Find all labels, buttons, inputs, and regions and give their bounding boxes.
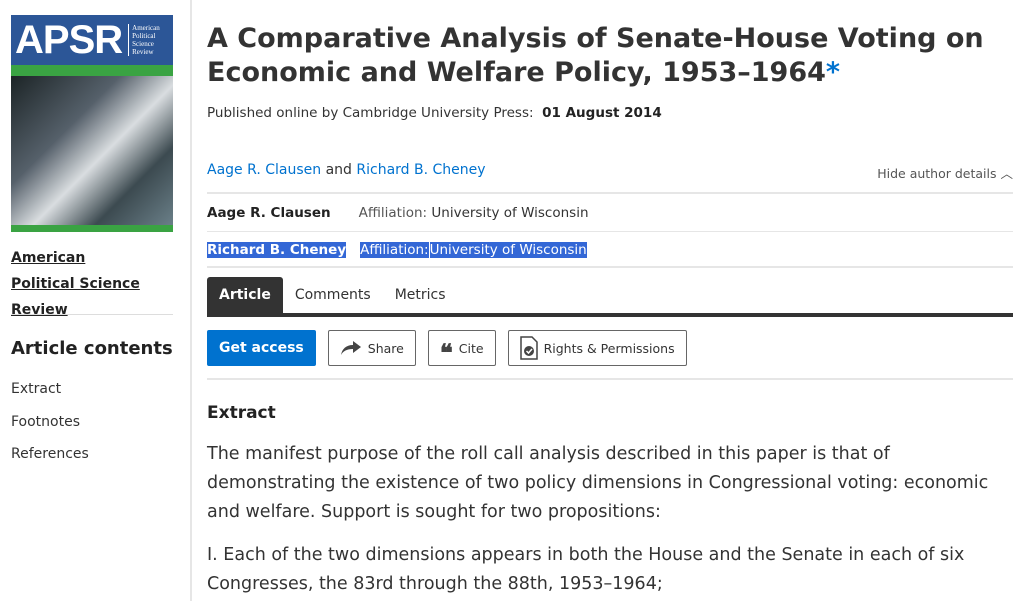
divider — [207, 231, 1013, 232]
title-footnote-link[interactable]: * — [825, 57, 841, 88]
author-detail-row: Richard B. Cheney Affiliation:University … — [207, 239, 587, 261]
author-detail-row: Aage R. Clausen Affiliation: University o… — [207, 202, 589, 224]
get-access-button[interactable]: Get access — [207, 330, 316, 366]
affiliation-value: University of Wisconsin — [429, 242, 587, 258]
article-tabs: Article Comments Metrics — [207, 277, 1013, 317]
cover-logo: APSR — [15, 17, 123, 62]
article-contents-heading: Article contents — [11, 338, 173, 359]
tab-article[interactable]: Article — [207, 277, 283, 313]
title-text: A Comparative Analysis of Senate-House V… — [207, 23, 984, 88]
author-link[interactable]: Aage R. Clausen — [207, 162, 322, 178]
affiliation-value: University of Wisconsin — [431, 205, 589, 221]
quote-icon: ❝ — [439, 338, 453, 367]
chevron-up-icon: ︿ — [1000, 166, 1013, 181]
affiliation-label: Affiliation: — [360, 242, 429, 258]
share-button[interactable]: Share — [327, 330, 416, 366]
published-date: 01 August 2014 — [542, 105, 662, 121]
journal-link[interactable]: American Political Science Review — [11, 250, 140, 318]
divider — [207, 192, 1013, 194]
hide-author-details-button[interactable]: Hide author details ︿ — [877, 163, 1013, 182]
document-check-icon — [519, 336, 538, 360]
tab-comments[interactable]: Comments — [294, 287, 371, 303]
rights-permissions-button[interactable]: Rights & Permissions — [507, 330, 687, 366]
article-contents-list: Extract Footnotes References — [11, 379, 89, 477]
journal-cover-image[interactable]: APSR American Political Science Review — [11, 15, 173, 232]
extract-paragraph: I. Each of the two dimensions appears in… — [207, 545, 965, 594]
tab-metrics[interactable]: Metrics — [394, 287, 446, 303]
published-label: Published online by Cambridge University… — [207, 105, 534, 121]
toc-item-extract[interactable]: Extract — [11, 381, 62, 397]
divider — [207, 378, 1013, 380]
author-name: Richard B. Cheney — [207, 242, 347, 258]
divider — [207, 266, 1013, 268]
rights-label: Rights & Permissions — [543, 340, 675, 356]
hide-details-label: Hide author details — [877, 166, 997, 181]
author-link[interactable]: Richard B. Cheney — [356, 162, 486, 178]
article-title: A Comparative Analysis of Senate-House V… — [207, 22, 1007, 90]
cover-subtitle: American Political Science Review — [128, 24, 172, 56]
toc-item-footnotes[interactable]: Footnotes — [11, 413, 81, 430]
author-list: Aage R. Clausen and Richard B. Cheney — [207, 162, 486, 178]
affiliation-label: Affiliation: — [358, 205, 428, 221]
get-access-label: Get access — [219, 340, 304, 356]
extract-paragraph: The manifest purpose of the roll call an… — [207, 444, 989, 522]
cite-label: Cite — [458, 340, 484, 356]
published-info: Published online by Cambridge University… — [207, 105, 662, 121]
vertical-divider — [190, 0, 192, 601]
cite-button[interactable]: ❝ Cite — [427, 330, 496, 367]
divider — [11, 314, 173, 315]
author-name: Aage R. Clausen — [207, 205, 331, 221]
authors-join: and — [325, 162, 352, 178]
share-icon — [340, 341, 361, 355]
toc-item-references[interactable]: References — [11, 446, 89, 462]
extract-heading: Extract — [207, 403, 276, 423]
share-label: Share — [367, 340, 404, 356]
action-bar: Get access Share ❝ Cite Rights & Permissi… — [207, 330, 687, 366]
